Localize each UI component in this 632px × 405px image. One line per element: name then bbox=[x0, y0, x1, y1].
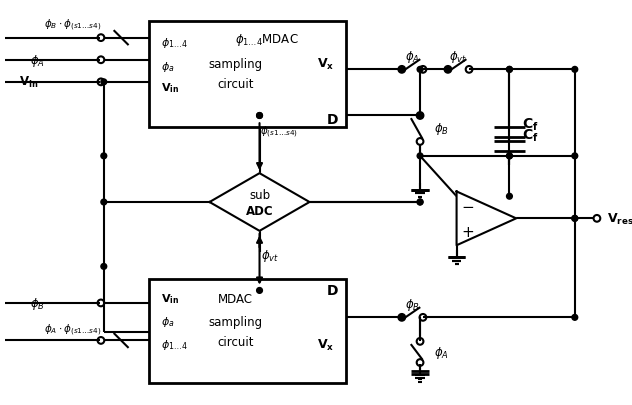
Text: $-$: $-$ bbox=[461, 198, 474, 213]
Text: $\phi_B$: $\phi_B$ bbox=[30, 295, 45, 311]
Text: $\mathbf{C_f}$: $\mathbf{C_f}$ bbox=[522, 117, 539, 133]
Text: ADC: ADC bbox=[246, 205, 274, 217]
Polygon shape bbox=[210, 174, 310, 231]
Text: $\mathbf{V}_\mathbf{x}$: $\mathbf{V}_\mathbf{x}$ bbox=[317, 337, 334, 352]
Circle shape bbox=[101, 80, 107, 85]
Circle shape bbox=[101, 200, 107, 205]
Text: $\mathbf{V_{res}}$: $\mathbf{V_{res}}$ bbox=[607, 211, 632, 226]
Circle shape bbox=[257, 288, 262, 294]
Circle shape bbox=[445, 67, 451, 73]
Circle shape bbox=[399, 315, 404, 320]
Text: $\mathbf{D}$: $\mathbf{D}$ bbox=[325, 284, 338, 298]
Text: $\mathbf{V}_\mathbf{x}$: $\mathbf{V}_\mathbf{x}$ bbox=[317, 57, 334, 72]
Text: $\mathbf{V_{in}}$: $\mathbf{V_{in}}$ bbox=[162, 292, 179, 305]
Circle shape bbox=[572, 315, 578, 320]
Circle shape bbox=[572, 153, 578, 159]
Text: circuit: circuit bbox=[217, 78, 254, 91]
Circle shape bbox=[507, 153, 513, 159]
Text: $\mathbf{V_{in}}$: $\mathbf{V_{in}}$ bbox=[162, 81, 179, 94]
Circle shape bbox=[572, 216, 578, 222]
Text: $\phi_B\cdot\phi_{(s1\ldots s4)}$: $\phi_B\cdot\phi_{(s1\ldots s4)}$ bbox=[44, 17, 102, 33]
Circle shape bbox=[101, 153, 107, 159]
Text: $\mathbf{D}$: $\mathbf{D}$ bbox=[325, 113, 338, 127]
Bar bbox=[149, 22, 346, 128]
Circle shape bbox=[572, 67, 578, 73]
Text: $\phi_a$: $\phi_a$ bbox=[162, 60, 175, 73]
Text: MDAC: MDAC bbox=[218, 292, 253, 305]
Text: $\phi_A\cdot\phi_{(s1\ldots s4)}$: $\phi_A\cdot\phi_{(s1\ldots s4)}$ bbox=[44, 322, 102, 337]
Text: $\phi_B$: $\phi_B$ bbox=[434, 121, 449, 136]
Text: sampling: sampling bbox=[209, 58, 262, 71]
Circle shape bbox=[417, 67, 423, 73]
Text: $+$: $+$ bbox=[461, 225, 474, 240]
Text: $\phi_{vt}$: $\phi_{vt}$ bbox=[262, 247, 279, 263]
Circle shape bbox=[572, 216, 578, 222]
Circle shape bbox=[417, 200, 423, 205]
Circle shape bbox=[257, 113, 262, 119]
Circle shape bbox=[399, 67, 404, 73]
Text: $\mathbf{V_{in}}$: $\mathbf{V_{in}}$ bbox=[19, 75, 39, 90]
Text: $\mathbf{C_f}$: $\mathbf{C_f}$ bbox=[522, 127, 539, 143]
Polygon shape bbox=[456, 192, 516, 246]
Text: $\phi_A$: $\phi_A$ bbox=[30, 53, 45, 68]
Text: $\phi_A$: $\phi_A$ bbox=[434, 344, 449, 360]
Text: $\phi_{vt}$: $\phi_{vt}$ bbox=[449, 49, 468, 65]
Text: sub: sub bbox=[249, 188, 270, 201]
Circle shape bbox=[507, 194, 513, 200]
Circle shape bbox=[417, 200, 423, 205]
Text: $\phi_{(s1\ldots s4)}$: $\phi_{(s1\ldots s4)}$ bbox=[260, 124, 298, 139]
Circle shape bbox=[507, 153, 513, 159]
Bar bbox=[149, 279, 346, 383]
Text: $\phi_A$: $\phi_A$ bbox=[405, 49, 420, 65]
Text: $\phi_{1\ldots4}$: $\phi_{1\ldots4}$ bbox=[162, 337, 188, 352]
Circle shape bbox=[257, 113, 262, 119]
Circle shape bbox=[417, 153, 423, 159]
Text: $\phi_B$: $\phi_B$ bbox=[405, 296, 420, 312]
Text: $\phi_a$: $\phi_a$ bbox=[162, 314, 175, 328]
Circle shape bbox=[417, 113, 423, 119]
Text: $\phi_{1\ldots4}$MDAC: $\phi_{1\ldots4}$MDAC bbox=[236, 32, 299, 47]
Circle shape bbox=[417, 113, 423, 119]
Circle shape bbox=[507, 67, 513, 73]
Circle shape bbox=[507, 67, 513, 73]
Text: $\phi_{1\ldots4}$: $\phi_{1\ldots4}$ bbox=[162, 36, 188, 50]
Text: circuit: circuit bbox=[217, 335, 254, 348]
Circle shape bbox=[101, 264, 107, 270]
Text: sampling: sampling bbox=[209, 315, 262, 328]
